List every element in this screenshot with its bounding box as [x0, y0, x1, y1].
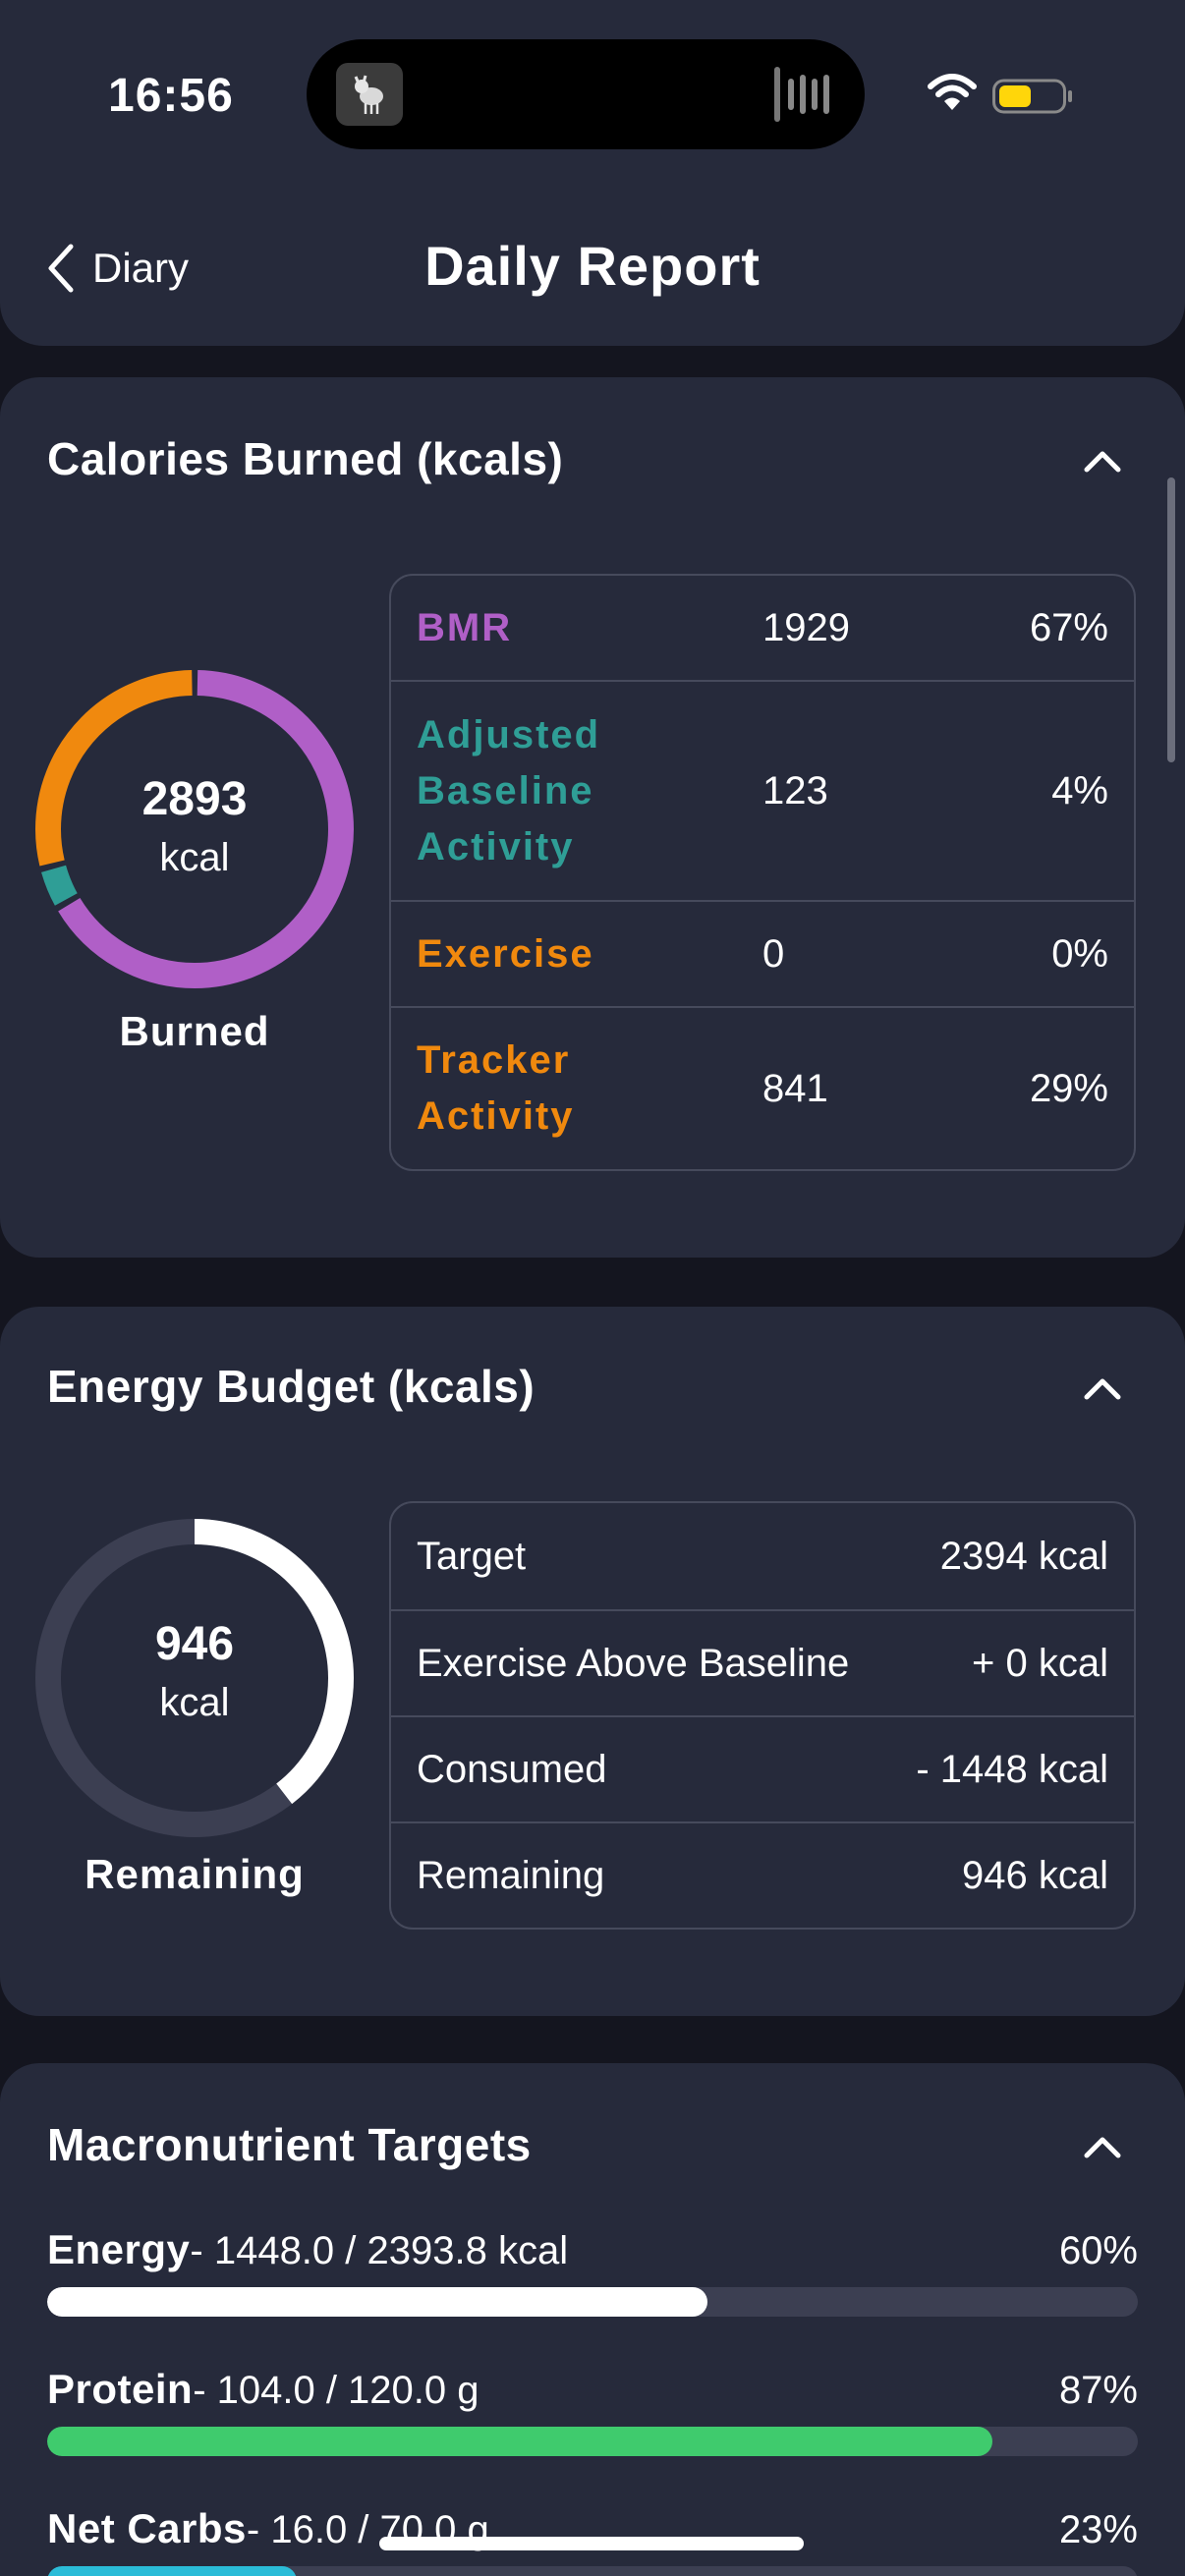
macro-detail: - 1448.0 / 2393.8 kcal: [190, 2229, 569, 2272]
table-row: Tracker Activity 841 29%: [391, 1006, 1134, 1169]
macronutrient-card: Macronutrient Targets Energy- 1448.0 / 2…: [0, 2063, 1185, 2576]
donut-segment-tracker-activity: [35, 670, 354, 988]
row-value: + 0 kcal: [972, 1641, 1108, 1685]
macro-percent: 23%: [1058, 2508, 1138, 2551]
energy-budget-card: Energy Budget (kcals) 946 kcal Remaining…: [0, 1307, 1185, 2016]
progress-fill: [47, 2287, 707, 2317]
macro-detail: - 104.0 / 120.0 g: [193, 2369, 480, 2412]
live-activity-app-icon: [336, 63, 403, 126]
battery-icon: [992, 79, 1072, 114]
chevron-up-icon[interactable]: [1081, 2132, 1124, 2161]
progress-fill: [47, 2427, 993, 2456]
progress-bar: [47, 2427, 1138, 2456]
burned-caption: Burned: [119, 1008, 270, 1054]
table-row: Exercise 0 0%: [391, 900, 1134, 1006]
energy-budget-table: Target 2394 kcal Exercise Above Baseline…: [389, 1501, 1136, 1930]
macro-percent: 60%: [1058, 2229, 1138, 2272]
calories-burned-card: Calories Burned (kcals) 2893 kcal Burned…: [0, 377, 1185, 1258]
row-label: Target: [417, 1534, 527, 1578]
row-value: - 1448 kcal: [916, 1747, 1108, 1791]
macro-energy: Energy- 1448.0 / 2393.8 kcal 60%: [47, 2226, 1138, 2317]
burned-unit: kcal: [159, 836, 230, 879]
row-value: 123: [762, 768, 828, 812]
header: 16:56: [0, 0, 1185, 346]
progress-bar: [47, 2566, 1138, 2576]
row-label: Remaining: [417, 1853, 605, 1897]
row-percent: 4%: [1051, 768, 1108, 812]
scroll-indicator[interactable]: [1167, 477, 1175, 762]
page-title: Daily Report: [424, 235, 761, 297]
macro-name: Net Carbs: [47, 2505, 247, 2551]
back-button[interactable]: Diary: [45, 234, 189, 303]
energy-budget-title: Energy Budget (kcals): [47, 1361, 536, 1412]
row-value: 0: [762, 931, 785, 976]
row-name: Exercise: [417, 931, 594, 976]
home-indicator[interactable]: [379, 2537, 804, 2550]
calories-burned-table: BMR 1929 67% Adjusted Baseline Activity …: [389, 574, 1136, 1171]
row-value: 2394 kcal: [939, 1534, 1108, 1578]
row-percent: 0%: [1051, 931, 1108, 976]
wifi-icon: [928, 74, 977, 110]
remaining-value: 946: [154, 1618, 235, 1670]
calories-burned-donut: [35, 670, 354, 988]
row-name: Adjusted Baseline Activity: [417, 712, 601, 868]
progress-bar: [47, 2287, 1138, 2317]
donut-segment-remaining: [35, 1519, 354, 1837]
table-row: Remaining 946 kcal: [391, 1821, 1134, 1928]
row-value: 946 kcal: [962, 1853, 1108, 1897]
row-value: 841: [762, 1066, 828, 1110]
donut-segment-bmr: [35, 670, 354, 988]
burned-total: 2893: [141, 773, 248, 825]
energy-budget-donut: [35, 1519, 354, 1837]
row-percent: 67%: [1029, 605, 1108, 649]
row-label: Exercise Above Baseline: [417, 1641, 850, 1685]
table-row: Consumed - 1448 kcal: [391, 1715, 1134, 1821]
table-row: Target 2394 kcal: [391, 1503, 1134, 1609]
table-row: Exercise Above Baseline + 0 kcal: [391, 1609, 1134, 1715]
dynamic-island: [307, 39, 865, 149]
row-name: BMR: [417, 605, 513, 649]
remaining-caption: Remaining: [85, 1851, 305, 1897]
calories-burned-title: Calories Burned (kcals): [47, 433, 564, 484]
status-time: 16:56: [108, 70, 234, 122]
row-name: Tracker Activity: [417, 1038, 575, 1138]
back-label: Diary: [92, 245, 190, 291]
audio-wave-icon: [774, 67, 829, 122]
remaining-unit: kcal: [159, 1681, 230, 1724]
table-row: Adjusted Baseline Activity 123 4%: [391, 680, 1134, 900]
row-percent: 29%: [1029, 1066, 1108, 1110]
chevron-up-icon[interactable]: [1081, 1373, 1124, 1403]
chevron-left-icon: [48, 244, 74, 293]
macro-name: Protein: [47, 2366, 194, 2412]
burned-center: 2893 kcal: [29, 772, 360, 880]
macronutrient-title: Macronutrient Targets: [47, 2119, 532, 2170]
table-row: BMR 1929 67%: [391, 576, 1134, 680]
macro-name: Energy: [47, 2226, 191, 2272]
progress-fill: [47, 2566, 298, 2576]
row-label: Consumed: [417, 1747, 607, 1791]
chevron-up-icon[interactable]: [1081, 446, 1124, 476]
row-value: 1929: [762, 605, 850, 649]
macro-protein: Protein- 104.0 / 120.0 g 87%: [47, 2366, 1138, 2456]
macro-percent: 87%: [1058, 2369, 1138, 2412]
remaining-center: 946 kcal: [29, 1617, 360, 1725]
